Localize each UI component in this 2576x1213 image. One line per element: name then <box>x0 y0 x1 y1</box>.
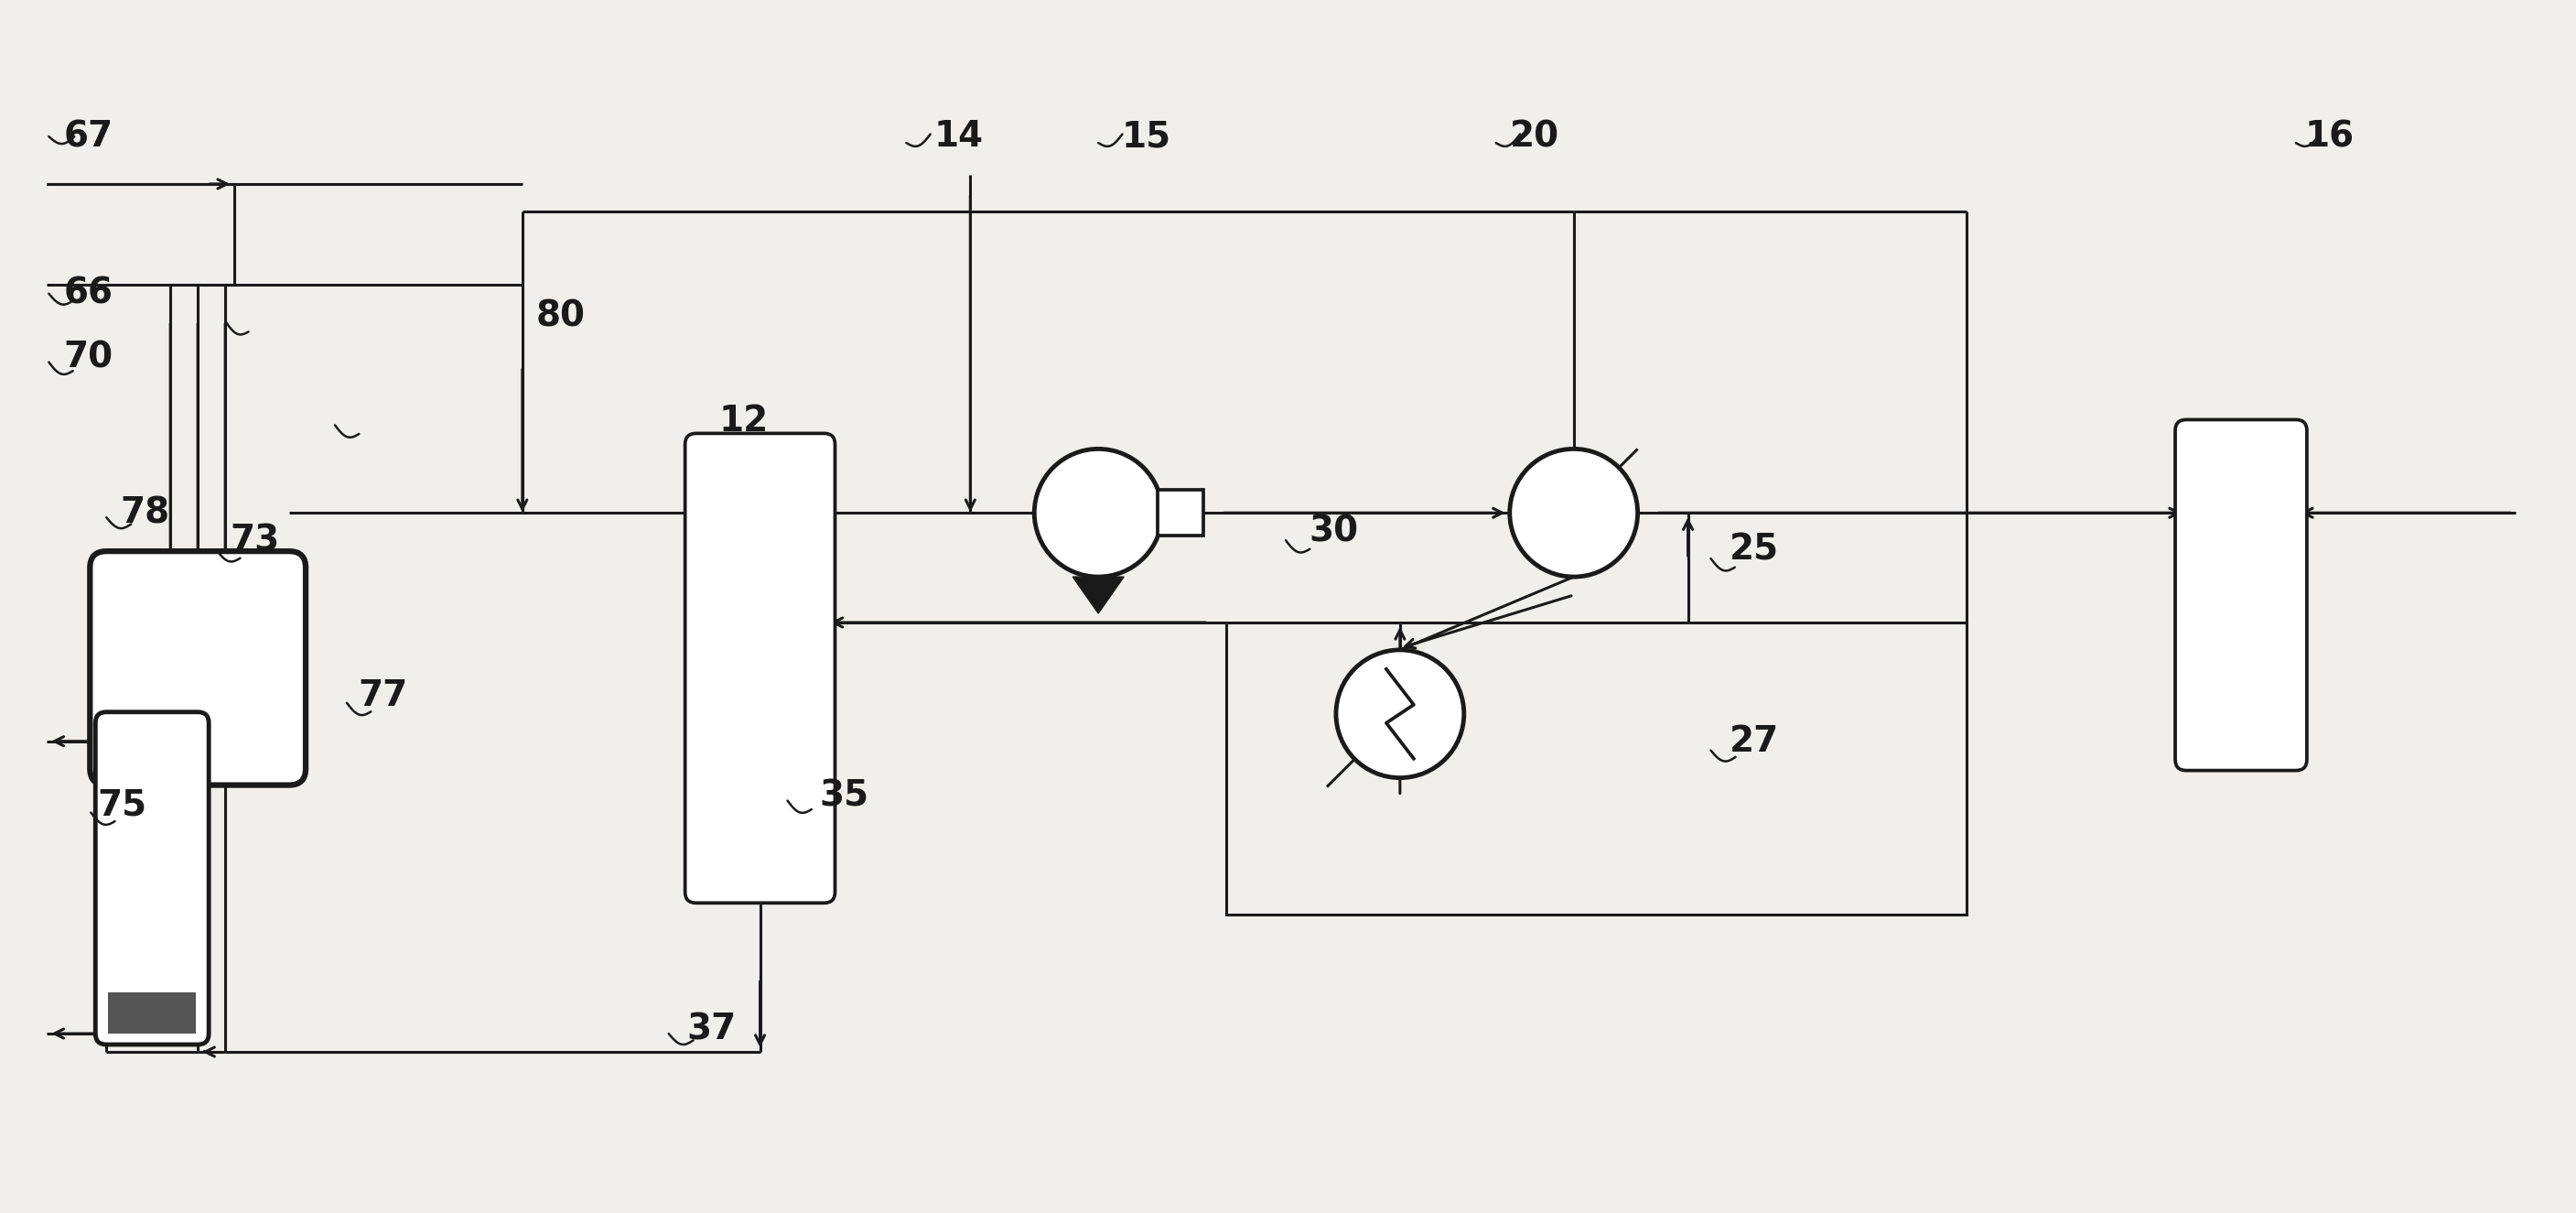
Text: 70: 70 <box>64 340 113 375</box>
Bar <box>1226 622 1968 915</box>
Polygon shape <box>1072 577 1123 614</box>
Text: 77: 77 <box>358 678 407 713</box>
Bar <box>1157 490 1203 536</box>
Circle shape <box>1036 449 1162 577</box>
Circle shape <box>1510 449 1638 577</box>
FancyBboxPatch shape <box>685 433 835 902</box>
Text: 14: 14 <box>933 119 984 154</box>
Text: 27: 27 <box>1728 724 1780 758</box>
Text: 12: 12 <box>719 404 768 439</box>
Text: 20: 20 <box>1510 119 1558 154</box>
Text: 78: 78 <box>121 495 170 530</box>
Text: 67: 67 <box>64 119 113 154</box>
Text: 66: 66 <box>64 277 113 311</box>
Text: 80: 80 <box>536 300 585 334</box>
Text: 16: 16 <box>2306 119 2354 154</box>
FancyBboxPatch shape <box>2174 420 2308 770</box>
Circle shape <box>1337 650 1463 778</box>
Text: 73: 73 <box>229 523 278 558</box>
FancyBboxPatch shape <box>90 551 307 785</box>
Bar <box>108 992 196 1033</box>
Text: 25: 25 <box>1728 533 1777 566</box>
Text: 15: 15 <box>1121 119 1170 154</box>
Text: 35: 35 <box>819 779 868 814</box>
FancyBboxPatch shape <box>95 712 209 1044</box>
Text: 37: 37 <box>688 1012 737 1047</box>
Text: 30: 30 <box>1309 514 1358 548</box>
Text: 75: 75 <box>98 787 147 822</box>
